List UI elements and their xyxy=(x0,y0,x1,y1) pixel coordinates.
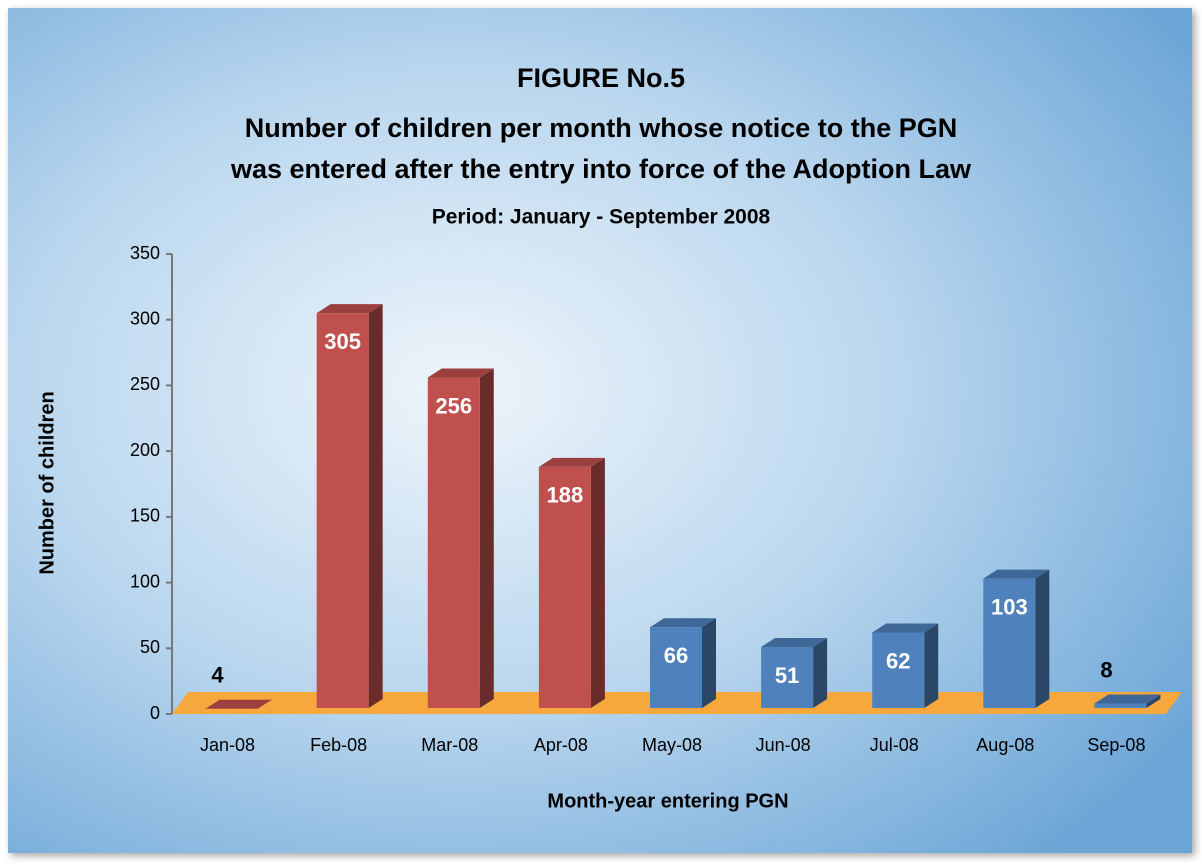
bar xyxy=(427,377,480,708)
bar-side xyxy=(813,637,828,708)
x-tick-label: Jan-08 xyxy=(200,735,255,755)
bar-side xyxy=(368,304,383,708)
y-tick-label: 250 xyxy=(130,374,160,394)
x-tick-label: Jun-08 xyxy=(756,735,811,755)
bar xyxy=(205,708,258,709)
bar xyxy=(983,578,1036,708)
bar xyxy=(316,313,369,708)
x-tick-label: Mar-08 xyxy=(421,735,478,755)
bar-top xyxy=(316,304,383,314)
y-tick-label: 50 xyxy=(140,637,160,657)
bar xyxy=(650,627,702,708)
subtitle: Number of children per month whose notic… xyxy=(245,113,958,143)
bar-side xyxy=(1146,694,1161,708)
bar-top xyxy=(650,618,716,628)
bar-top xyxy=(983,569,1050,579)
y-axis-label: Number of children xyxy=(36,391,58,574)
bar-side xyxy=(702,618,716,708)
y-tick-label: 150 xyxy=(130,506,160,526)
period: Period: January - September 2008 xyxy=(432,206,771,229)
value-label: 188 xyxy=(547,483,584,508)
value-label: 62 xyxy=(886,648,910,673)
y-tick-label: 100 xyxy=(130,571,160,591)
x-tick-label: Jul-08 xyxy=(870,735,919,755)
value-label: 8 xyxy=(1100,657,1112,682)
y-tick-label: 300 xyxy=(130,308,160,328)
bar-side xyxy=(590,457,605,708)
value-label: 66 xyxy=(664,643,688,668)
value-label: 51 xyxy=(775,663,799,688)
x-tick-label: Apr-08 xyxy=(534,735,588,755)
y-tick-label: 200 xyxy=(130,440,160,460)
bar-side xyxy=(924,623,939,708)
bar-top xyxy=(427,368,494,378)
bar-top xyxy=(205,699,272,709)
x-tick-label: Sep-08 xyxy=(1087,735,1145,755)
value-label: 4 xyxy=(211,663,224,688)
bar xyxy=(761,646,814,708)
bar-top xyxy=(1094,694,1161,704)
bar-top xyxy=(538,457,605,467)
bar-side xyxy=(479,368,494,708)
y-tick-label: 350 xyxy=(130,243,160,263)
x-axis-label: Month-year entering PGN xyxy=(547,790,788,812)
bar xyxy=(1094,703,1147,708)
bar-top xyxy=(872,623,939,633)
value-label: 305 xyxy=(324,329,361,354)
value-label: 103 xyxy=(991,594,1028,619)
bar-side xyxy=(1035,569,1050,708)
chart-title: FIGURE No.5 xyxy=(517,63,685,93)
x-tick-label: May-08 xyxy=(642,735,702,755)
value-label: 256 xyxy=(435,393,472,418)
x-tick-label: Feb-08 xyxy=(310,735,367,755)
bar xyxy=(872,632,925,708)
bar xyxy=(538,466,591,708)
x-tick-label: Aug-08 xyxy=(976,735,1034,755)
subtitle: was entered after the entry into force o… xyxy=(230,154,972,184)
bar-top xyxy=(761,637,828,647)
y-tick-label: 0 xyxy=(150,703,160,723)
